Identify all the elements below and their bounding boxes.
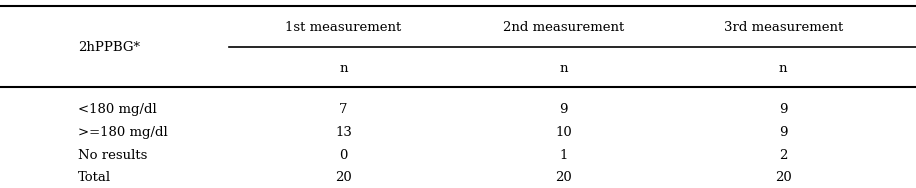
Text: 13: 13 <box>335 126 352 139</box>
Text: 9: 9 <box>779 103 788 117</box>
Text: 7: 7 <box>339 103 348 117</box>
Text: n: n <box>339 62 348 75</box>
Text: 1: 1 <box>559 149 568 162</box>
Text: 20: 20 <box>775 171 791 184</box>
Text: No results: No results <box>78 149 147 162</box>
Text: <180 mg/dl: <180 mg/dl <box>78 103 157 117</box>
Text: 0: 0 <box>339 149 348 162</box>
Text: 2hPPBG*: 2hPPBG* <box>78 41 140 55</box>
Text: 2: 2 <box>779 149 788 162</box>
Text: n: n <box>779 62 788 75</box>
Text: 9: 9 <box>779 126 788 139</box>
Text: 9: 9 <box>559 103 568 117</box>
Text: 3rd measurement: 3rd measurement <box>724 21 843 34</box>
Text: >=180 mg/dl: >=180 mg/dl <box>78 126 168 139</box>
Text: n: n <box>559 62 568 75</box>
Text: 20: 20 <box>555 171 572 184</box>
Text: 20: 20 <box>335 171 352 184</box>
Text: Total: Total <box>78 171 111 184</box>
Text: 10: 10 <box>555 126 572 139</box>
Text: 1st measurement: 1st measurement <box>286 21 401 34</box>
Text: 2nd measurement: 2nd measurement <box>503 21 624 34</box>
